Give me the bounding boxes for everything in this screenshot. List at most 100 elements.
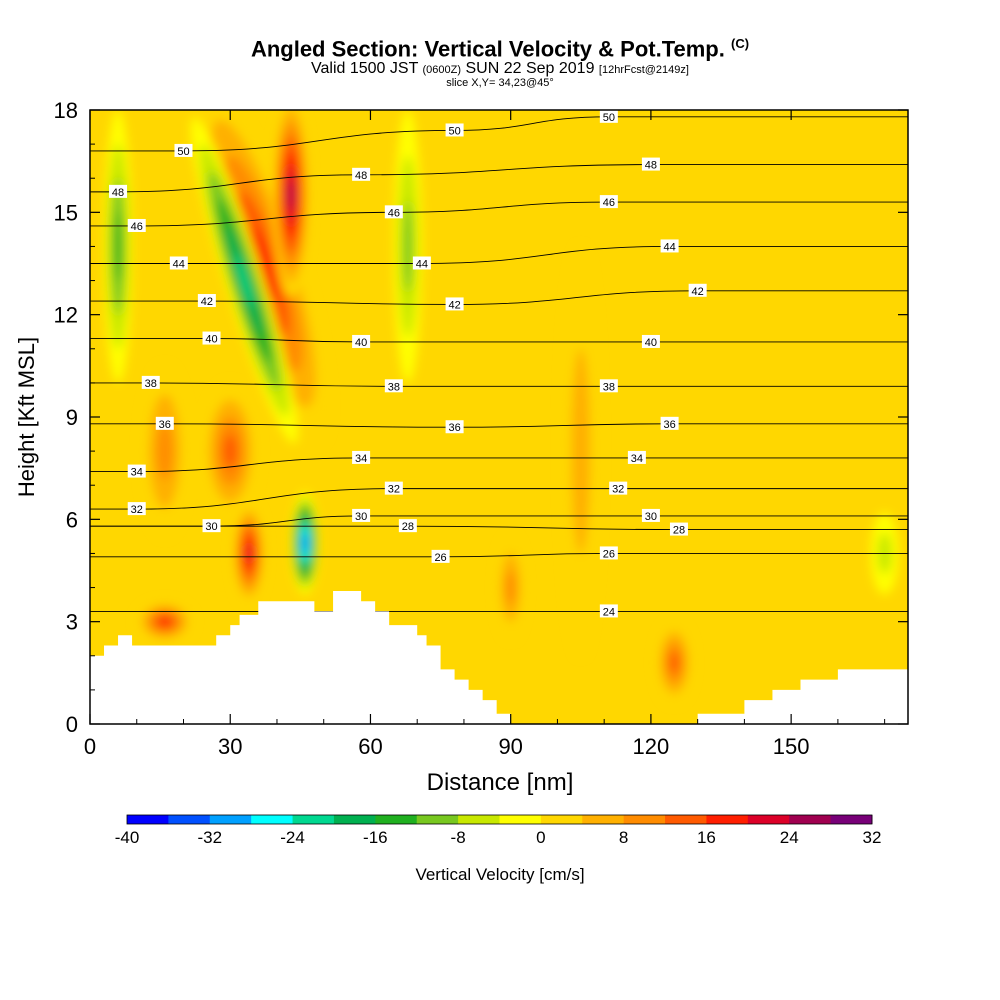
downdraft-level [303,537,307,549]
colorbar-swatch [251,815,294,824]
x-tick-label: 0 [84,734,96,759]
theta-label: 44 [412,256,431,271]
theta-label-bg [669,522,688,536]
theta-label-bg [202,519,221,533]
theta-label-bg [202,331,221,345]
theta-label: 34 [127,464,146,479]
theta-label-bg [352,508,371,522]
colorbar-frame [126,814,873,825]
colorbar-swatch [623,815,666,824]
theta-label: 46 [384,205,403,219]
colorbar-swatch [168,815,211,824]
colorbar-tick-label: -8 [451,828,466,847]
theta-label-text: 48 [112,187,124,199]
theta-label-text: 30 [205,521,217,533]
theta-label-text: 44 [663,241,675,253]
y-tick-label: 18 [54,98,78,123]
theta-label: 28 [398,519,417,533]
theta-label: 50 [445,123,464,137]
colorbar-swatch [292,815,335,824]
theta-label-text: 38 [145,378,157,390]
theta-label: 40 [352,334,371,349]
theta-label-text: 36 [159,419,171,431]
theta-label: 32 [384,481,403,496]
colorbar-swatch [706,815,749,824]
theta-label: 28 [669,522,688,537]
theta-label-text: 50 [177,146,189,158]
colorbar-swatch [582,815,625,824]
theta-label-text: 48 [355,170,367,182]
updraft-level [506,570,516,605]
theta-label: 36 [660,416,679,431]
theta-label: 26 [599,546,618,560]
theta-label-bg [641,157,660,171]
updraft-level [288,180,294,210]
theta-label: 34 [627,450,646,465]
theta-contour-26 [90,552,908,558]
theta-label-text: 48 [645,160,657,172]
theta-labels: 50 48 46 44 42 40 38 36 34 32 30 48 46 44 42 40 38 36 34 32… [109,110,707,618]
updraft-level [223,434,238,469]
theta-label: 32 [127,502,146,516]
theta-label-text: 34 [631,453,643,465]
theta-label-text: 50 [603,112,615,124]
theta-label-text: 30 [645,511,657,523]
colorbar-swatch [416,815,459,824]
theta-label: 38 [384,379,403,393]
theta-label-text: 46 [131,221,143,233]
theta-label: 24 [599,604,618,618]
theta-label: 36 [155,416,174,431]
theta-label-text: 40 [355,337,367,349]
theta-label-bg [398,519,417,533]
theta-label-text: 40 [645,337,657,349]
downdraft-level [235,253,254,308]
theta-label-bg [431,549,450,563]
theta-label-text: 40 [205,334,217,346]
colorbar-tick-label: -40 [115,828,140,847]
updraft-level [246,544,252,562]
theta-label-bg [384,205,403,219]
theta-label: 40 [641,334,660,349]
colorbar-swatch [209,815,252,824]
theta-label-bg [384,379,403,393]
velocity-field [90,110,908,724]
theta-label-text: 26 [603,548,615,560]
colorbar-tick-label: 16 [697,828,716,847]
y-tick-label: 15 [54,200,78,225]
theta-label: 38 [599,379,618,393]
theta-label-bg [599,110,618,123]
theta-label-bg [169,256,188,270]
theta-label-bg [155,416,174,430]
theta-label-text: 44 [173,259,185,271]
theta-label-bg [445,420,464,434]
theta-label-bg [688,283,707,297]
theta-label-bg [641,334,660,348]
theta-label-bg [445,123,464,137]
updraft-level [159,617,171,626]
colorbar: -40 -32 -24 -16 -8 0 8 16 24 32 [115,814,882,847]
theta-label-bg [660,416,679,430]
downdraft-level [403,200,413,292]
theta-label-bg [384,481,403,495]
colorbar-swatch [499,815,542,824]
colorbar-tick-label: 32 [863,828,882,847]
theta-label: 50 [174,143,193,158]
theta-label: 42 [197,294,216,308]
colorbar-tick-label: -16 [363,828,388,847]
theta-label: 32 [609,481,628,496]
theta-label: 44 [169,256,188,271]
x-tick-label: 120 [633,734,670,759]
theta-label: 36 [445,420,464,434]
colorbar-swatch [127,815,169,824]
chart-title-text: Angled Section: Vertical Velocity & Pot.… [250,36,725,62]
theta-label-text: 44 [416,259,428,271]
y-tick-label: 6 [66,507,78,532]
terrain-polygon [90,590,908,724]
theta-label-text: 34 [131,467,143,479]
theta-label: 48 [641,157,660,172]
x-tick-label: 90 [498,734,522,759]
theta-contour-30 [90,515,908,527]
theta-label-bg [174,143,193,157]
